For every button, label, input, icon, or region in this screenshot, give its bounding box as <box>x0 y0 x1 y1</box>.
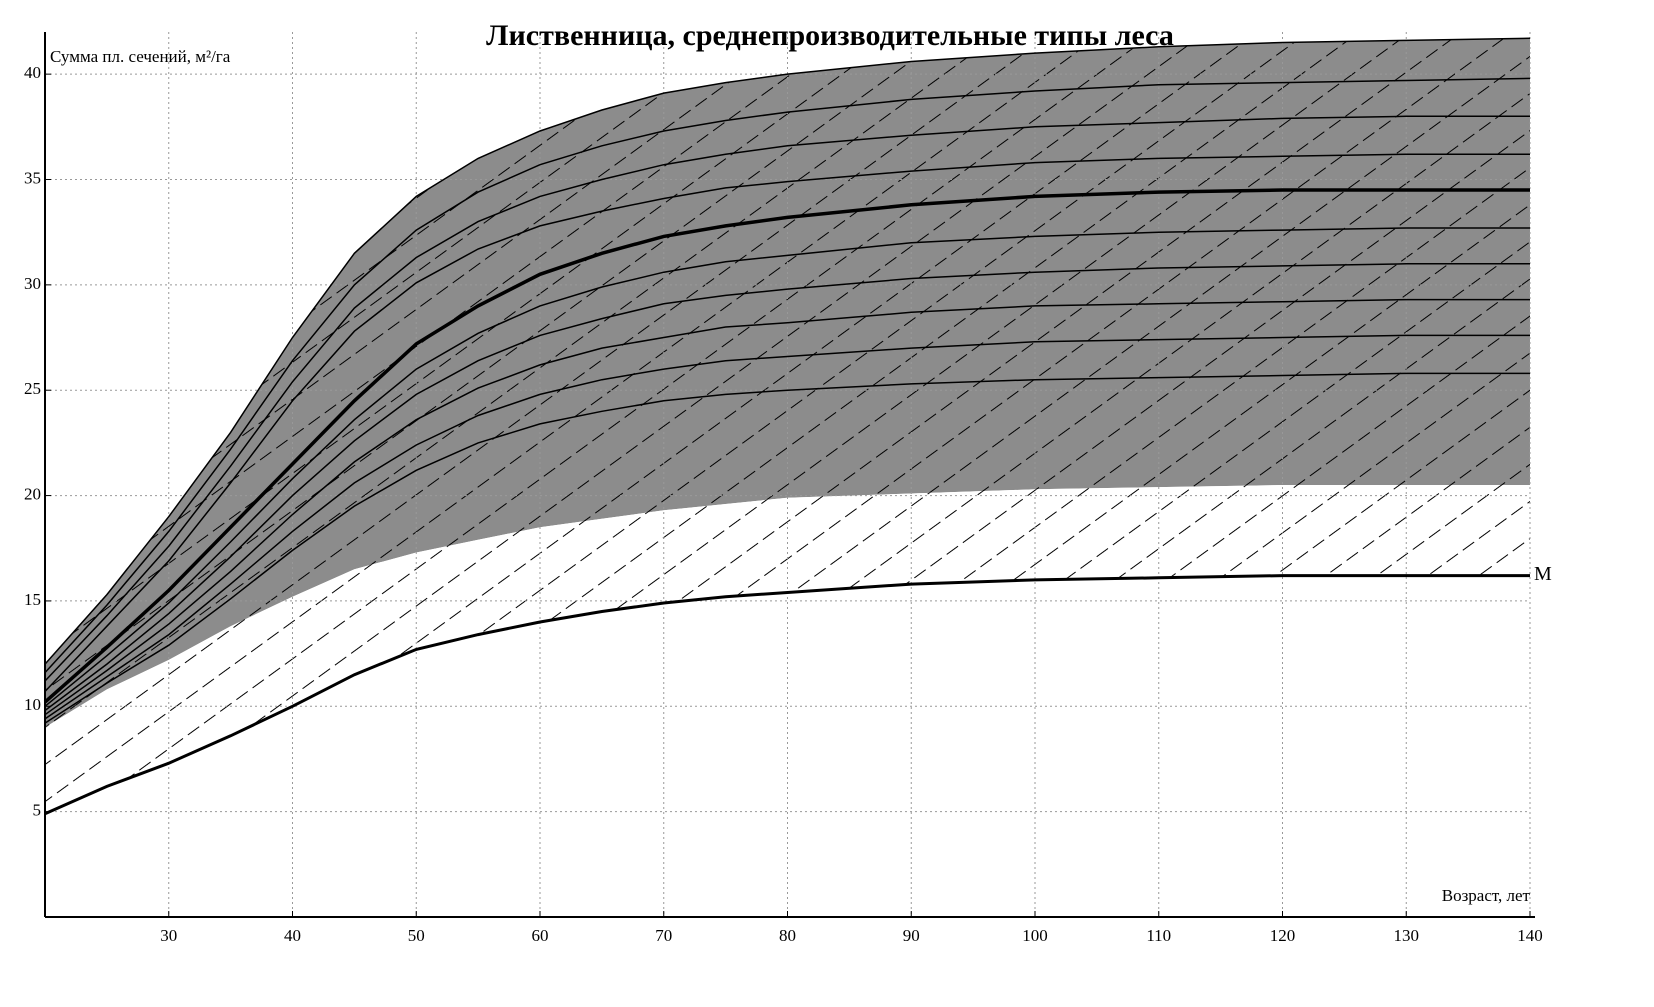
y-tick-label: 20 <box>24 484 41 503</box>
series-line <box>44 298 1530 716</box>
x-tick-label: 50 <box>408 926 425 945</box>
y-tick-label: 10 <box>24 695 41 714</box>
y-tick-label: 35 <box>24 168 41 187</box>
series-line <box>44 77 1531 674</box>
series-line <box>44 334 1530 720</box>
y-tick-label: 30 <box>24 274 41 293</box>
chart-title: Лиственница, среднепроизводительные типы… <box>486 19 1174 52</box>
series-label: М <box>1534 563 1552 585</box>
x-tick-label: 60 <box>532 926 549 945</box>
x-tick-label: 80 <box>779 926 796 945</box>
series-line <box>43 188 1530 704</box>
x-tick-label: 110 <box>1146 926 1171 945</box>
x-tick-label: 100 <box>1022 926 1048 945</box>
y-tick-label: 25 <box>24 379 41 398</box>
x-tick-label: 140 <box>1517 926 1543 945</box>
y-tick-label: 40 <box>24 63 41 82</box>
y-tick-label: 5 <box>33 801 42 820</box>
x-tick-label: 70 <box>655 926 672 945</box>
x-tick-label: 130 <box>1394 926 1420 945</box>
series-line <box>44 37 1531 665</box>
x-tick-label: 90 <box>903 926 920 945</box>
series-line <box>44 153 1530 693</box>
y-tick-label: 15 <box>24 590 41 609</box>
x-tick-label: 120 <box>1270 926 1296 945</box>
series-line <box>44 227 1530 707</box>
x-tick-label: 30 <box>160 926 177 945</box>
x-tick-label: 40 <box>284 926 301 945</box>
x-axis-label: Возраст, лет <box>1442 886 1531 905</box>
y-axis-label: Сумма пл. сечений, м²/га <box>50 47 231 66</box>
series-line <box>44 263 1530 712</box>
series-line <box>44 115 1530 682</box>
series-line <box>44 372 1530 724</box>
series-line <box>44 574 1530 816</box>
